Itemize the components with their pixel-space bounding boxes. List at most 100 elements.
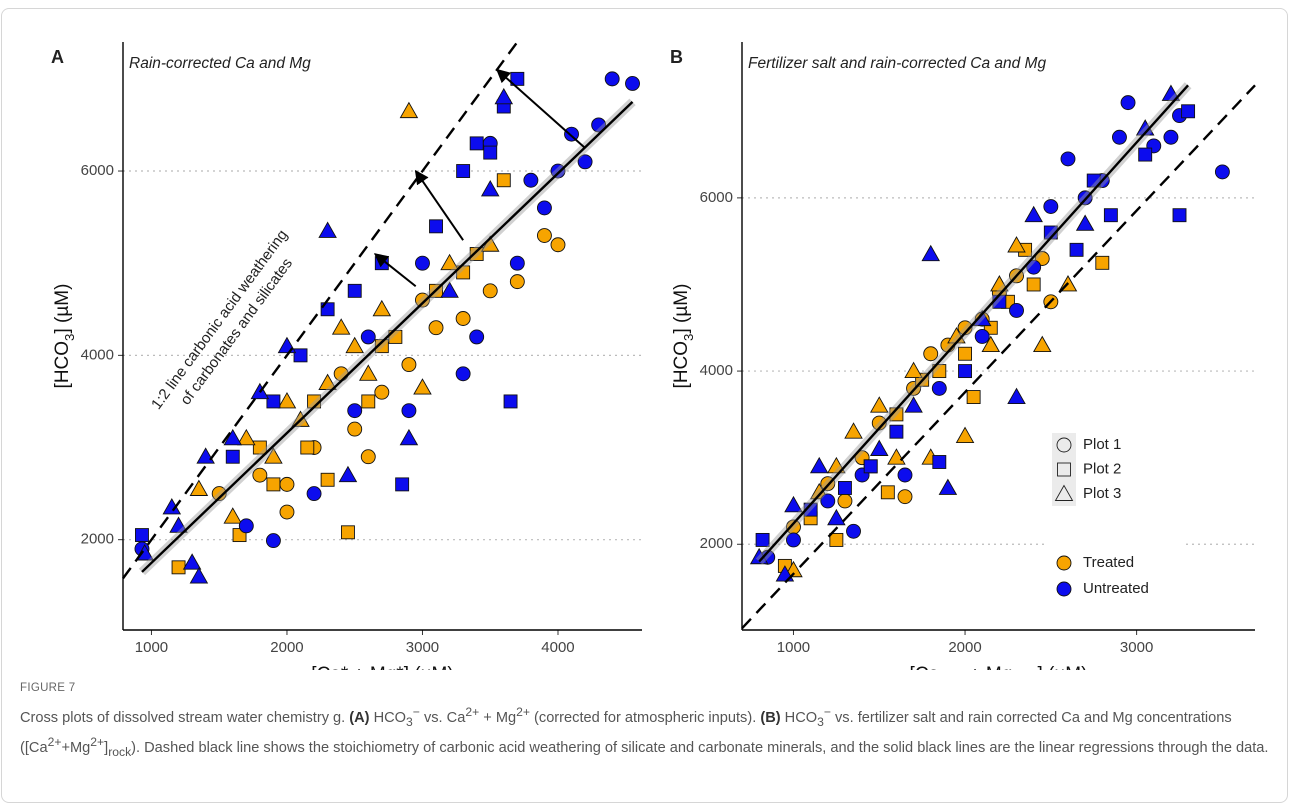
point: [1026, 259, 1042, 275]
point: [536, 200, 552, 216]
caption-segment: HCO: [369, 709, 407, 726]
label-part: 3: [62, 334, 77, 341]
point: [1024, 205, 1043, 223]
point: [509, 274, 525, 290]
point: [162, 498, 182, 515]
point: [395, 477, 410, 492]
point: [237, 428, 256, 446]
point: [887, 448, 906, 465]
legend-key-bg: [1052, 433, 1076, 506]
point: [923, 346, 939, 362]
caption-segment: 3: [406, 714, 413, 729]
point: [415, 255, 430, 271]
point: [1043, 199, 1059, 214]
point: [974, 328, 990, 344]
label-part: [HCO: [52, 341, 73, 389]
point: [755, 532, 770, 547]
caption-segment: HCO: [780, 709, 818, 726]
point: [1138, 147, 1153, 162]
point: [897, 467, 913, 483]
label-part: 3: [681, 334, 696, 341]
point: [871, 415, 887, 431]
caption-segment: −: [412, 705, 420, 719]
point: [1214, 164, 1230, 180]
point: [837, 481, 852, 495]
y-tick-label: 2000: [81, 531, 114, 548]
caption-segment: 2+: [90, 734, 105, 749]
point: [1086, 173, 1101, 188]
point: [238, 518, 254, 534]
annotation: 1:2 line carbonic acid weathering: [148, 227, 291, 413]
point: [196, 447, 215, 464]
figure-charts: A Rain-corrected Ca and Mg 2000 4000 6000 100…: [51, 41, 1256, 670]
point: [456, 265, 471, 280]
point: [223, 428, 243, 446]
point: [869, 396, 889, 413]
point: [625, 76, 640, 91]
point: [550, 237, 566, 253]
point: [358, 364, 378, 381]
caption-segment: vs. fertilizer salt and rain corrected C…: [20, 709, 1232, 756]
point: [469, 247, 484, 261]
point: [360, 329, 376, 345]
legend-label: Plot 3: [1083, 485, 1121, 502]
point: [827, 456, 846, 474]
point: [1009, 303, 1024, 318]
point: [889, 424, 904, 439]
x-tick-label: 3000: [1120, 639, 1153, 656]
y-tick-label: 6000: [81, 162, 114, 179]
point: [1069, 242, 1084, 257]
point: [331, 318, 351, 335]
point: [293, 348, 308, 363]
point: [604, 71, 620, 87]
point: [844, 422, 863, 439]
point: [318, 221, 337, 238]
label-part: ] (µM): [52, 284, 73, 334]
point: [904, 361, 923, 379]
caption-segment: 2+: [47, 734, 62, 749]
point: [577, 154, 593, 170]
point: [784, 495, 803, 513]
point: [509, 255, 525, 271]
point: [550, 163, 566, 179]
x-axis-label: [Ca* + Mg*] (µM): [311, 664, 453, 670]
legend-label: Untreated: [1083, 580, 1149, 597]
point: [399, 428, 419, 446]
point: [1120, 95, 1136, 111]
point: [503, 394, 518, 409]
point: [429, 219, 443, 234]
point: [931, 380, 947, 396]
point: [480, 180, 500, 197]
legend-label: Plot 2: [1083, 460, 1121, 477]
point: [536, 228, 552, 243]
point: [1007, 387, 1026, 405]
point: [360, 449, 376, 465]
point: [169, 516, 188, 533]
point: [958, 346, 972, 361]
point: [372, 299, 392, 317]
point: [277, 392, 297, 409]
point: [338, 465, 358, 483]
point: [904, 396, 923, 413]
point: [921, 244, 941, 262]
point: [306, 486, 322, 502]
point: [440, 253, 459, 271]
caption-segment: ). Dashed black line shows the stoichiom…: [131, 739, 1269, 756]
point: [265, 533, 281, 549]
legend-marker: [1057, 462, 1071, 477]
point: [1112, 129, 1127, 145]
regression-line: [758, 84, 1189, 563]
point: [1103, 208, 1118, 223]
legend-label: Plot 1: [1083, 436, 1121, 453]
point: [345, 336, 364, 354]
point: [469, 136, 484, 151]
label-part: [HCO: [671, 341, 692, 389]
point: [827, 508, 846, 526]
point: [1161, 84, 1181, 101]
point: [957, 320, 973, 336]
point: [1075, 214, 1095, 231]
caption: FIGURE 7 Cross plots of dissolved stream…: [20, 678, 1275, 762]
point: [320, 472, 335, 487]
point: [591, 117, 607, 133]
point: [189, 567, 209, 584]
